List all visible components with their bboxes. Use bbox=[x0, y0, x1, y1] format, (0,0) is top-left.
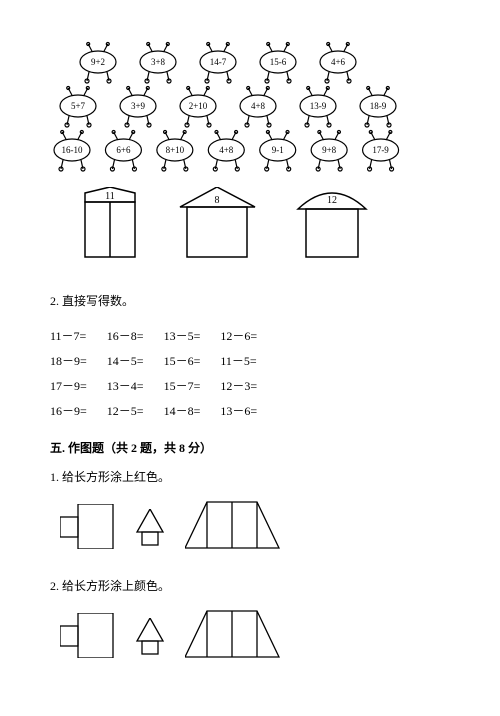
shape-group-1b bbox=[135, 509, 165, 549]
svg-text:9+2: 9+2 bbox=[91, 57, 105, 67]
svg-text:5+7: 5+7 bbox=[71, 101, 86, 111]
house-2: 8 bbox=[175, 187, 260, 262]
calc-cell: 15－7= bbox=[164, 373, 221, 398]
house-label-2: 8 bbox=[215, 195, 220, 206]
calc-cell: 17－9= bbox=[50, 373, 107, 398]
q2-title: 2. 直接写得数。 bbox=[50, 292, 450, 309]
calc-cell: 12－6= bbox=[220, 323, 277, 348]
calc-cell: 16－9= bbox=[50, 398, 107, 423]
calc-cell: 18－9= bbox=[50, 348, 107, 373]
svg-text:9-1: 9-1 bbox=[272, 145, 284, 155]
calc-cell: 12－5= bbox=[107, 398, 164, 423]
matching-figure: 9+2 3+8 14-7 15-6 4+6 5+7 3+9 2+10 4+8 13-9 18-9 16… bbox=[50, 40, 450, 262]
shape-group-2a bbox=[60, 613, 115, 658]
house-label-1: 11 bbox=[105, 191, 115, 202]
shape-group-1a bbox=[60, 504, 115, 549]
shape-group-2b bbox=[135, 618, 165, 658]
q5-1-prompt: 1. 给长方形涂上红色。 bbox=[50, 468, 450, 485]
shape-group-2c bbox=[185, 610, 280, 658]
calc-table: 11－7=16－8=13－5=12－6=18－9=14－5=15－6=11－5=… bbox=[50, 323, 277, 423]
svg-text:17-9: 17-9 bbox=[372, 145, 389, 155]
calc-cell: 13－6= bbox=[220, 398, 277, 423]
shape-group-1c bbox=[185, 501, 280, 549]
svg-text:4+8: 4+8 bbox=[219, 145, 234, 155]
calc-cell: 11－7= bbox=[50, 323, 107, 348]
table-row: 18－9=14－5=15－6=11－5= bbox=[50, 348, 277, 373]
houses-row: 11 8 12 bbox=[50, 187, 450, 262]
bugs-svg: 9+2 3+8 14-7 15-6 4+6 5+7 3+9 2+10 4+8 13-9 18-9 16… bbox=[50, 40, 430, 175]
calc-cell: 14－8= bbox=[164, 398, 221, 423]
table-row: 17－9=13－4=15－7=12－3= bbox=[50, 373, 277, 398]
svg-text:14-7: 14-7 bbox=[210, 57, 227, 67]
calc-cell: 13－4= bbox=[107, 373, 164, 398]
section5-heading: 五. 作图题（共 2 题，共 8 分） bbox=[50, 439, 450, 456]
calc-cell: 16－8= bbox=[107, 323, 164, 348]
q5-2-prompt: 2. 给长方形涂上颜色。 bbox=[50, 577, 450, 594]
svg-text:8+10: 8+10 bbox=[166, 145, 185, 155]
svg-text:4+8: 4+8 bbox=[251, 101, 266, 111]
svg-text:18-9: 18-9 bbox=[370, 101, 387, 111]
calc-cell: 13－5= bbox=[164, 323, 221, 348]
calc-cell: 14－5= bbox=[107, 348, 164, 373]
svg-text:15-6: 15-6 bbox=[270, 57, 287, 67]
house-label-3: 12 bbox=[327, 195, 337, 206]
house-3: 12 bbox=[290, 187, 375, 262]
svg-text:13-9: 13-9 bbox=[310, 101, 327, 111]
shapes-row-2 bbox=[50, 610, 450, 658]
worksheet-page: 9+2 3+8 14-7 15-6 4+6 5+7 3+9 2+10 4+8 13-9 18-9 16… bbox=[0, 0, 500, 716]
table-row: 16－9=12－5=14－8=13－6= bbox=[50, 398, 277, 423]
table-row: 11－7=16－8=13－5=12－6= bbox=[50, 323, 277, 348]
calc-cell: 15－6= bbox=[164, 348, 221, 373]
svg-text:9+8: 9+8 bbox=[322, 145, 337, 155]
calc-cell: 11－5= bbox=[220, 348, 277, 373]
svg-text:6+6: 6+6 bbox=[116, 145, 131, 155]
svg-text:3+8: 3+8 bbox=[151, 57, 166, 67]
svg-text:16-10: 16-10 bbox=[62, 145, 83, 155]
svg-text:2+10: 2+10 bbox=[189, 101, 208, 111]
shapes-row-1 bbox=[50, 501, 450, 549]
house-1: 11 bbox=[75, 187, 145, 262]
svg-text:3+9: 3+9 bbox=[131, 101, 146, 111]
calc-cell: 12－3= bbox=[220, 373, 277, 398]
svg-text:4+6: 4+6 bbox=[331, 57, 346, 67]
